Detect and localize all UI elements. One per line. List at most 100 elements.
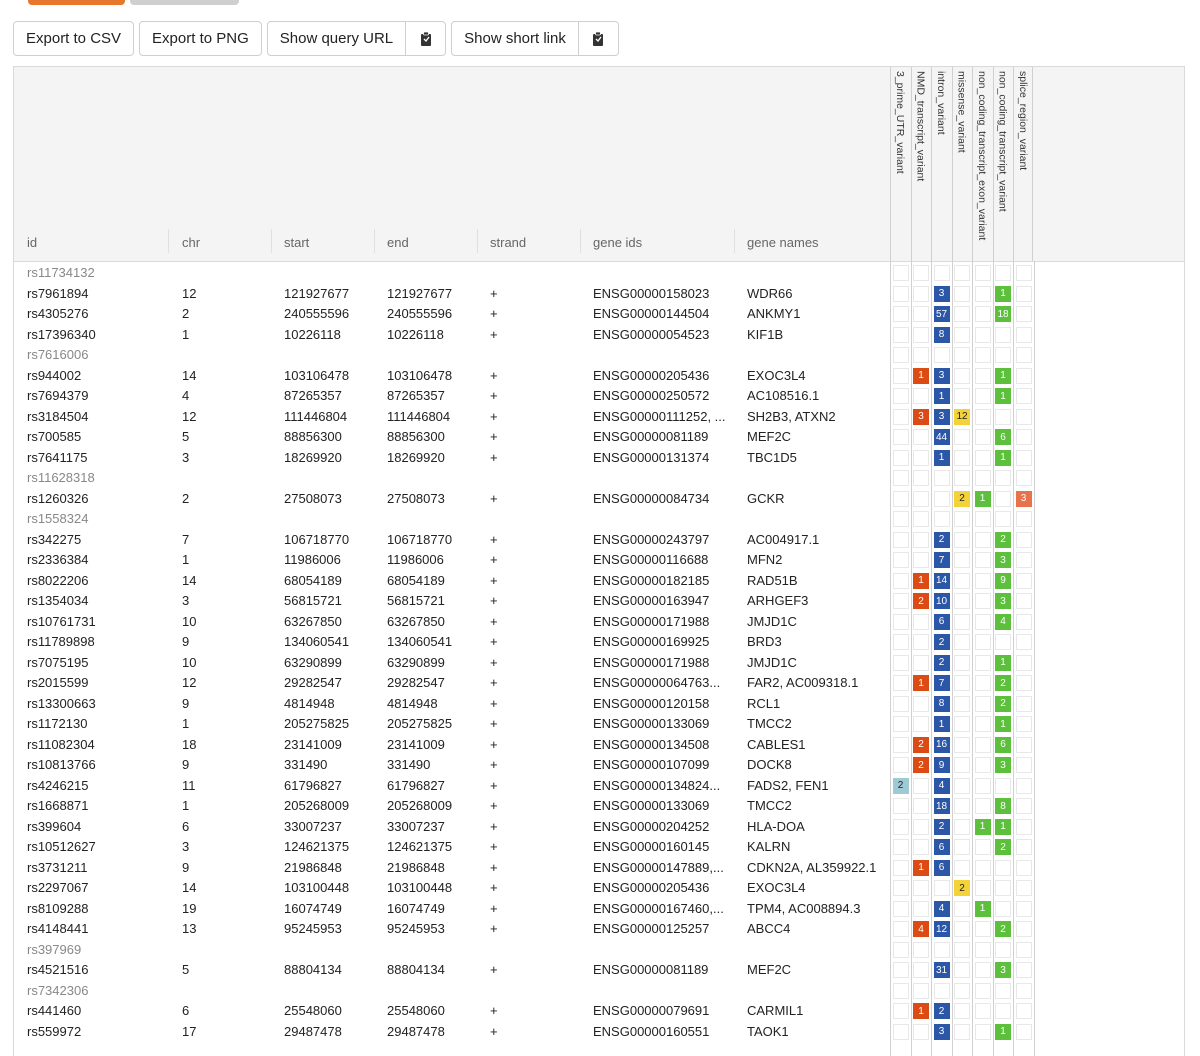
variant-count-cell[interactable]: 2: [892, 777, 909, 794]
variant-count-cell[interactable]: 3: [995, 552, 1011, 568]
table-row[interactable]: rs1172130 1 205275825 205275825 + ENSG0000013…: [14, 714, 1184, 735]
variant-count-cell[interactable]: 1: [913, 572, 929, 589]
variant-count-cell[interactable]: 1: [995, 818, 1011, 835]
table-row[interactable]: rs3731211 9 21986848 21986848 + ENSG000001478…: [14, 858, 1184, 879]
variant-count-cell[interactable]: 2: [913, 757, 929, 773]
column-divider[interactable]: [477, 229, 478, 253]
variant-count-cell[interactable]: 2: [995, 675, 1011, 691]
variant-count-cell[interactable]: 2: [933, 1003, 950, 1019]
table-row[interactable]: rs8109288 19 16074749 16074749 + ENSG00000167…: [14, 899, 1184, 920]
variant-count-cell[interactable]: 9: [995, 572, 1011, 589]
variant-count-cell[interactable]: 2: [933, 654, 950, 671]
table-row[interactable]: rs7342306: [14, 981, 1184, 1002]
column-divider[interactable]: [734, 229, 735, 253]
table-row[interactable]: rs11082304 18 23141009 23141009 + ENSG0000013…: [14, 735, 1184, 756]
col-header-variant[interactable]: non_coding_transcript_variant: [992, 67, 1013, 261]
variant-count-cell[interactable]: 18: [933, 798, 950, 814]
table-row[interactable]: rs11734132: [14, 263, 1184, 284]
table-row[interactable]: rs559972 17 29487478 29487478 + ENSG000001605…: [14, 1022, 1184, 1043]
table-row[interactable]: rs7961894 12 121927677 121927677 + ENSG000001…: [14, 284, 1184, 305]
table-row[interactable]: rs13300663 9 4814948 4814948 + ENSG0000012015…: [14, 694, 1184, 715]
variant-count-cell[interactable]: 7: [933, 675, 950, 691]
table-row[interactable]: rs1668871 1 205268009 205268009 + ENSG0000013…: [14, 796, 1184, 817]
table-row[interactable]: rs4305276 2 240555596 240555596 + ENSG0000014…: [14, 304, 1184, 325]
col-header-start[interactable]: start: [284, 234, 310, 250]
col-header-strand[interactable]: strand: [490, 234, 527, 250]
variant-count-cell[interactable]: 1: [995, 367, 1011, 384]
col-header-id[interactable]: id: [27, 234, 38, 250]
col-header-variant[interactable]: 3_prime_UTR_variant: [890, 67, 910, 261]
table-row[interactable]: rs2015599 12 29282547 29282547 + ENSG00000064…: [14, 673, 1184, 694]
table-row[interactable]: rs7075195 10 63290899 63290899 + ENSG00000171…: [14, 653, 1184, 674]
variant-count-cell[interactable]: 4: [933, 900, 950, 917]
variant-count-cell[interactable]: 12: [933, 921, 950, 937]
table-row[interactable]: rs11628318: [14, 468, 1184, 489]
table-row[interactable]: rs399604 6 33007237 33007237 + ENSG0000020425…: [14, 817, 1184, 838]
column-divider[interactable]: [168, 229, 169, 253]
variant-count-cell[interactable]: 6: [933, 613, 950, 630]
column-divider[interactable]: [271, 229, 272, 253]
variant-count-cell[interactable]: 3: [933, 408, 950, 425]
table-row[interactable]: rs10512627 3 124621375 124621375 + ENSG000001…: [14, 837, 1184, 858]
table-row[interactable]: rs944002 14 103106478 103106478 + ENSG0000020…: [14, 366, 1184, 387]
export-png-button[interactable]: Export to PNG: [139, 21, 262, 56]
variant-count-cell[interactable]: 2: [933, 818, 950, 835]
show-short-link-button[interactable]: Show short link: [451, 21, 579, 56]
col-header-chr[interactable]: chr: [182, 234, 201, 250]
variant-count-cell[interactable]: 6: [995, 429, 1011, 445]
variant-count-cell[interactable]: 3: [933, 1023, 950, 1040]
variant-count-cell[interactable]: 31: [933, 962, 950, 978]
table-row[interactable]: rs10813766 9 331490 331490 + ENSG00000107099 D…: [14, 755, 1184, 776]
variant-count-cell[interactable]: 1: [995, 1023, 1011, 1040]
variant-count-cell[interactable]: 14: [933, 572, 950, 589]
variant-count-cell[interactable]: 6: [995, 736, 1011, 753]
table-row[interactable]: rs7641175 3 18269920 18269920 + ENSG000001313…: [14, 448, 1184, 469]
variant-count-cell[interactable]: 2: [995, 695, 1011, 712]
col-header-variant[interactable]: non_coding_transcript_exon_variant: [972, 67, 992, 261]
col-header-variant[interactable]: missense_variant: [951, 67, 972, 261]
table-row[interactable]: rs2336384 1 11986006 11986006 + ENSG000001166…: [14, 550, 1184, 571]
variant-count-cell[interactable]: 6: [933, 839, 950, 855]
variant-count-cell[interactable]: 8: [995, 798, 1011, 814]
col-header-variant[interactable]: intron_variant: [931, 67, 951, 261]
variant-count-cell[interactable]: 3: [995, 593, 1011, 609]
table-row[interactable]: rs8022206 14 68054189 68054189 + ENSG00000182…: [14, 571, 1184, 592]
variant-count-cell[interactable]: 3: [933, 367, 950, 384]
variant-count-cell[interactable]: 4: [995, 613, 1011, 630]
table-row[interactable]: rs7694379 4 87265357 87265357 + ENSG000002505…: [14, 386, 1184, 407]
variant-count-cell[interactable]: 3: [913, 408, 929, 425]
col-header-gene-ids[interactable]: gene ids: [593, 234, 643, 250]
table-row[interactable]: rs4521516 5 88804134 88804134 + ENSG000000811…: [14, 960, 1184, 981]
export-csv-button[interactable]: Export to CSV: [13, 21, 135, 56]
table-row[interactable]: rs2297067 14 103100448 103100448 + ENSG000002…: [14, 878, 1184, 899]
column-divider[interactable]: [580, 229, 581, 253]
variant-count-cell[interactable]: 2: [995, 531, 1011, 548]
variant-count-cell[interactable]: 7: [933, 552, 950, 568]
table-row[interactable]: rs10761731 10 63267850 63267850 + ENSG0000017…: [14, 612, 1184, 633]
variant-count-cell[interactable]: 6: [933, 859, 950, 876]
variant-count-cell[interactable]: 8: [933, 326, 950, 343]
variant-count-cell[interactable]: 1: [933, 388, 950, 404]
table-row[interactable]: rs4246215 11 61796827 61796827 + ENSG00000134…: [14, 776, 1184, 797]
variant-count-cell[interactable]: 2: [933, 531, 950, 548]
variant-count-cell[interactable]: 12: [954, 408, 970, 425]
variant-count-cell[interactable]: 2: [995, 839, 1011, 855]
variant-count-cell[interactable]: 2: [954, 490, 970, 507]
table-row[interactable]: rs1354034 3 56815721 56815721 + ENSG000001639…: [14, 591, 1184, 612]
tab-inactive[interactable]: [130, 0, 239, 5]
variant-count-cell[interactable]: 1: [974, 900, 991, 917]
column-divider[interactable]: [374, 229, 375, 253]
table-row[interactable]: rs17396340 1 10226118 10226118 + ENSG00000054…: [14, 325, 1184, 346]
variant-count-cell[interactable]: 1: [913, 859, 929, 876]
variant-count-cell[interactable]: 10: [933, 593, 950, 609]
variant-count-cell[interactable]: 9: [933, 757, 950, 773]
variant-count-cell[interactable]: 4: [913, 921, 929, 937]
col-header-variant[interactable]: splice_region_variant: [1013, 67, 1033, 261]
variant-count-cell[interactable]: 1: [933, 449, 950, 466]
copy-query-url-button[interactable]: [406, 21, 447, 56]
variant-count-cell[interactable]: 1: [995, 285, 1011, 302]
variant-count-cell[interactable]: 3: [1015, 490, 1032, 507]
table-row[interactable]: rs4148441 13 95245953 95245953 + ENSG00000125…: [14, 919, 1184, 940]
variant-count-cell[interactable]: 1: [995, 654, 1011, 671]
variant-count-cell[interactable]: 2: [995, 921, 1011, 937]
